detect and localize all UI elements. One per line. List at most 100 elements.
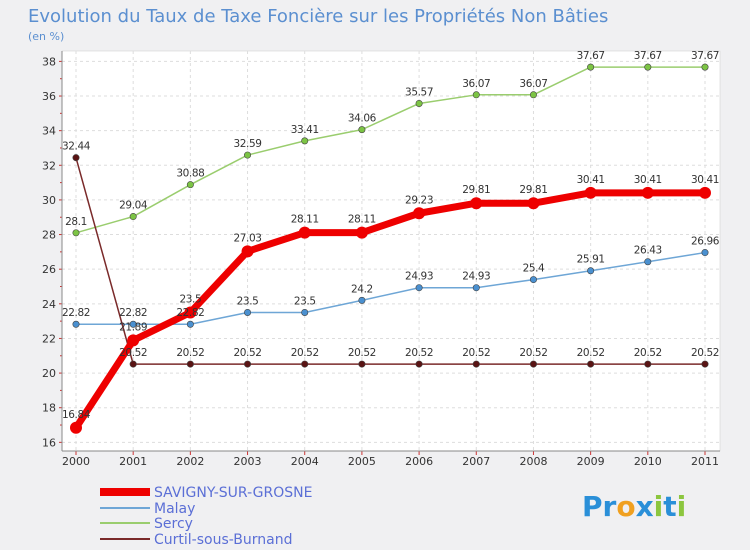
data-point — [584, 186, 597, 199]
series-line-malay — [75, 251, 706, 325]
data-label: 20.52 — [577, 347, 605, 359]
data-point — [701, 249, 709, 257]
data-point — [129, 213, 137, 221]
y-tick-label: 36 — [42, 90, 56, 103]
data-point — [529, 91, 537, 99]
proxiti-logo: Proxiti — [582, 490, 686, 523]
data-point — [127, 334, 140, 347]
data-label: 35.57 — [405, 86, 433, 98]
data-label: 37.67 — [634, 50, 662, 62]
data-point — [699, 186, 711, 199]
data-point — [355, 226, 368, 239]
data-point — [413, 207, 426, 220]
y-tick-label: 26 — [42, 263, 56, 276]
y-tick-label: 28 — [42, 229, 56, 242]
data-label: 20.52 — [691, 347, 719, 359]
data-label: 23.5 — [237, 295, 259, 307]
data-point — [358, 126, 366, 134]
data-point — [72, 320, 80, 328]
data-point — [184, 306, 197, 319]
series-line-curtil-sous-burnand — [75, 156, 706, 365]
data-label: 30.41 — [577, 174, 605, 186]
data-label: 20.52 — [519, 347, 547, 359]
logo-letter: i — [654, 490, 664, 523]
data-point — [244, 151, 252, 159]
data-point — [72, 229, 80, 237]
legend: SAVIGNY-SUR-GROSNEMalaySercyCurtil-sous-… — [100, 485, 312, 548]
data-point — [241, 245, 254, 258]
legend-label: SAVIGNY-SUR-GROSNE — [154, 485, 312, 501]
data-labels: 28.1 29.04 30.88 32.59 33.41 34.06 35.57 36.07 3… — [62, 50, 720, 421]
y-tick-label: 16 — [42, 436, 56, 449]
data-point — [470, 197, 483, 210]
y-tick-label: 34 — [42, 125, 56, 138]
data-point — [358, 296, 366, 304]
data-point — [587, 267, 595, 275]
data-label: 37.67 — [577, 50, 605, 62]
data-label: 23.5 — [179, 293, 201, 305]
data-point — [415, 360, 423, 368]
data-point — [472, 284, 480, 292]
data-point — [529, 276, 537, 284]
data-label: 28.11 — [348, 214, 376, 226]
data-point — [129, 360, 137, 368]
logo-letter: P — [582, 490, 603, 523]
data-label: 20.52 — [176, 347, 204, 359]
data-label: 16.84 — [62, 409, 91, 421]
data-label: 24.93 — [462, 271, 490, 283]
data-point — [186, 181, 194, 189]
data-point — [358, 360, 366, 368]
x-tick-label: 2004 — [291, 455, 319, 468]
data-point — [415, 99, 423, 107]
axes: 16 18 20 22 24 26 28 30 32 34 36 38 2000 2001 2002 2003… — [42, 51, 720, 468]
data-point — [644, 258, 652, 266]
data-point — [301, 360, 309, 368]
data-label: 20.52 — [119, 347, 147, 359]
data-label: 27.03 — [234, 232, 262, 244]
data-point — [301, 308, 309, 316]
data-label: 25.4 — [523, 263, 545, 275]
data-label: 34.06 — [348, 113, 377, 125]
logo-letter: i — [677, 490, 687, 523]
data-label: 20.52 — [634, 347, 662, 359]
y-tick-label: 30 — [42, 194, 56, 207]
data-point — [186, 360, 194, 368]
legend-label: Malay — [154, 501, 195, 517]
logo-letter: x — [636, 490, 654, 523]
data-label: 22.82 — [62, 307, 90, 319]
x-tick-label: 2010 — [634, 455, 662, 468]
data-label: 32.44 — [62, 141, 91, 153]
data-label: 29.81 — [519, 184, 547, 196]
data-label: 32.59 — [234, 138, 262, 150]
y-tick-label: 32 — [42, 159, 56, 172]
grid-lines — [62, 51, 720, 451]
legend-label: Sercy — [154, 516, 193, 532]
plot-area — [61, 50, 721, 452]
logo-letter: o — [616, 490, 635, 523]
data-label: 28.11 — [291, 214, 319, 226]
data-label: 29.04 — [119, 200, 148, 212]
data-label: 25.91 — [577, 254, 605, 266]
data-label: 20.52 — [348, 347, 376, 359]
x-tick-label: 2011 — [691, 455, 719, 468]
x-tick-label: 2000 — [62, 455, 90, 468]
logo-letter: t — [663, 490, 676, 523]
data-label: 30.41 — [634, 174, 662, 186]
series-line-sercy — [75, 66, 706, 234]
y-tick-label: 38 — [42, 55, 56, 68]
data-label: 26.43 — [634, 245, 662, 257]
x-tick-label: 2006 — [405, 455, 433, 468]
data-point — [527, 197, 540, 210]
data-label: 21.89 — [119, 321, 147, 333]
logo-text: Proxiti — [582, 490, 686, 523]
logo-letter: r — [603, 490, 617, 523]
x-tick-label: 2002 — [176, 455, 204, 468]
x-tick-label: 2009 — [577, 455, 605, 468]
data-point — [529, 360, 537, 368]
data-point — [415, 284, 423, 292]
x-tick-label: 2008 — [519, 455, 547, 468]
data-label: 37.67 — [691, 50, 719, 62]
x-tick-label: 2003 — [234, 455, 262, 468]
x-tick-label: 2005 — [348, 455, 376, 468]
data-point — [587, 360, 595, 368]
